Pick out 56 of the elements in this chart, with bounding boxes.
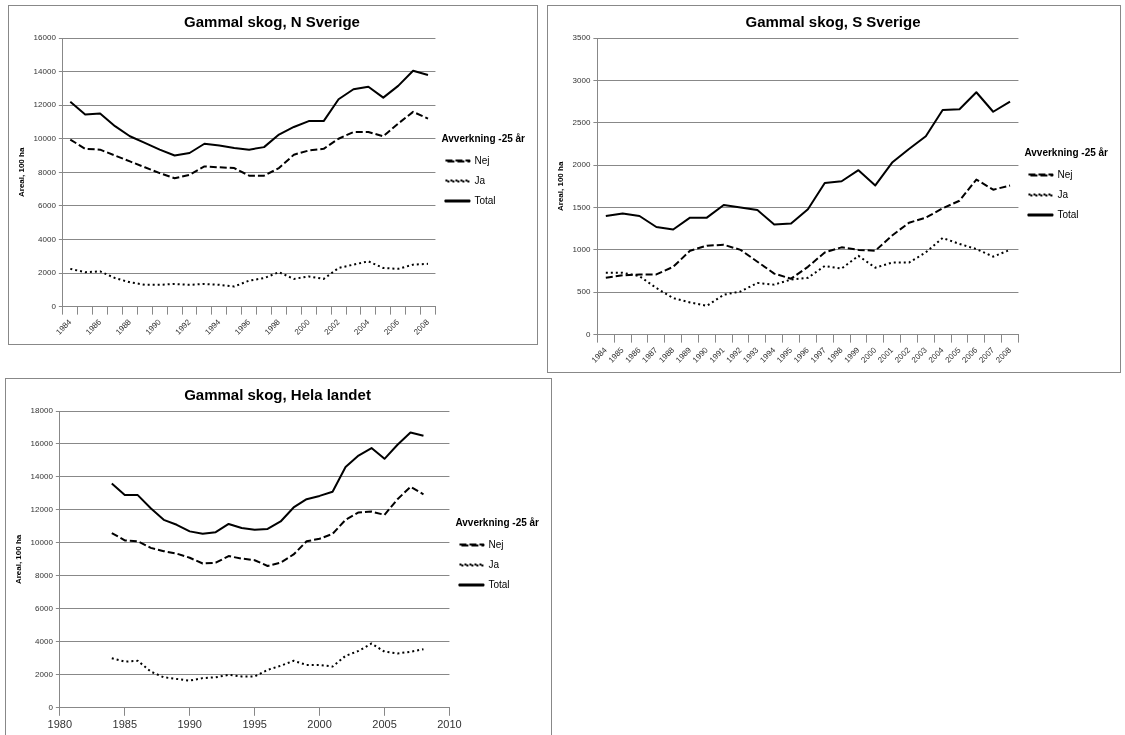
legend-label: Total <box>1057 208 1079 220</box>
x-tick-label: 1990 <box>177 718 202 731</box>
y-tick-label: 500 <box>577 287 591 297</box>
y-tick-label: 10000 <box>33 133 57 143</box>
y-tick-label: 14000 <box>33 66 57 76</box>
x-tick-label: 1995 <box>242 718 267 731</box>
line-series <box>69 260 429 288</box>
legend-label: Ja <box>474 174 486 186</box>
y-tick-label: 0 <box>585 329 591 339</box>
x-tick-label: 2000 <box>307 718 332 731</box>
x-tick-label: 1980 <box>47 718 73 731</box>
legend-label: Ja <box>488 558 500 570</box>
y-tick-label: 4000 <box>38 234 57 244</box>
y-axis-title: Areal, 100 ha <box>556 161 565 211</box>
y-tick-label: 1500 <box>572 202 591 212</box>
legend-title: Avverkning -25 år <box>441 132 526 144</box>
y-tick-label: 8000 <box>35 571 54 581</box>
y-tick-label: 0 <box>48 703 54 712</box>
y-tick-label: 10000 <box>30 538 54 548</box>
y-tick-label: 2000 <box>572 160 591 170</box>
line-series <box>110 642 425 682</box>
y-tick-label: 0 <box>51 301 57 311</box>
y-tick-label: 2000 <box>38 268 57 278</box>
y-tick-label: 6000 <box>35 604 54 614</box>
chart-title: Gammal skog, N Sverige <box>184 13 360 31</box>
y-tick-label: 8000 <box>38 167 57 177</box>
y-tick-label: 4000 <box>35 637 54 647</box>
y-tick-label: 1000 <box>572 245 591 255</box>
y-tick-label: 12000 <box>33 100 57 110</box>
legend-label: Ja <box>1057 188 1069 200</box>
y-tick-label: 14000 <box>30 472 54 482</box>
y-tick-label: 2000 <box>35 670 54 680</box>
x-tick-label: 2005 <box>372 718 397 731</box>
y-tick-label: 16000 <box>33 33 57 43</box>
y-tick-label: 12000 <box>30 505 54 515</box>
line-series <box>110 485 425 567</box>
y-tick-label: 18000 <box>30 406 54 416</box>
legend-label: Nej <box>488 538 504 550</box>
legend-label: Total <box>474 194 496 206</box>
legend-label: Total <box>488 578 510 590</box>
y-tick-label: 3000 <box>572 75 591 85</box>
y-tick-label: 16000 <box>30 439 54 449</box>
y-axis-title: Areal, 100 ha <box>17 147 26 197</box>
line-series <box>69 110 429 180</box>
legend-label: Nej <box>474 154 490 166</box>
legend-label: Nej <box>1057 168 1073 180</box>
y-tick-label: 2500 <box>572 117 591 127</box>
x-tick-label: 2010 <box>437 718 462 731</box>
legend-title: Avverkning -25 år <box>1024 146 1109 158</box>
chart-title: Gammal skog, Hela landet <box>184 386 371 404</box>
chart-title: Gammal skog, S Sverige <box>745 13 921 31</box>
legend-title: Avverkning -25 år <box>455 516 540 528</box>
y-tick-label: 3500 <box>572 33 591 43</box>
y-tick-label: 6000 <box>38 201 57 211</box>
y-axis-title: Areal, 100 ha <box>14 534 23 585</box>
x-tick-label: 1985 <box>112 718 138 731</box>
